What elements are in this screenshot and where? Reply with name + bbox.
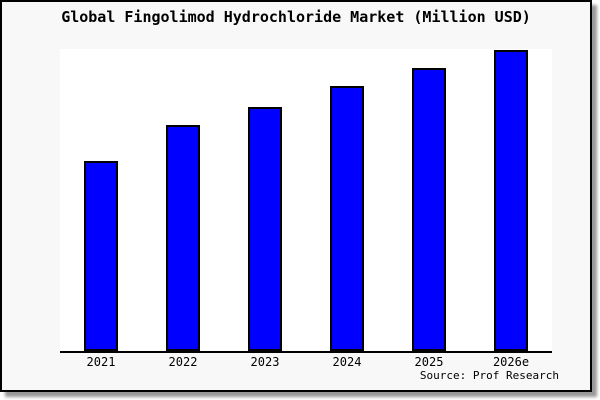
- plot-area: [60, 49, 552, 353]
- chart-title: Global Fingolimod Hydrochloride Market (…: [61, 8, 531, 26]
- source-credit: Source: Prof Research: [419, 369, 559, 382]
- bar-2023: [248, 107, 282, 351]
- bar-2022: [166, 125, 200, 351]
- bar-2021: [84, 161, 118, 351]
- x-axis-label-2024: 2024: [332, 355, 362, 369]
- x-axis-label-2025: 2025: [414, 355, 444, 369]
- x-axis-label-2021: 2021: [86, 355, 116, 369]
- bar-2026e: [494, 50, 528, 351]
- bar-2024: [330, 86, 364, 351]
- x-axis-label-2023: 2023: [250, 355, 280, 369]
- chart-frame: Global Fingolimod Hydrochloride Market (…: [0, 0, 592, 392]
- bar-2025: [412, 68, 446, 351]
- x-axis-label-2022: 2022: [168, 355, 198, 369]
- x-axis-label-2026e: 2026e: [492, 355, 530, 369]
